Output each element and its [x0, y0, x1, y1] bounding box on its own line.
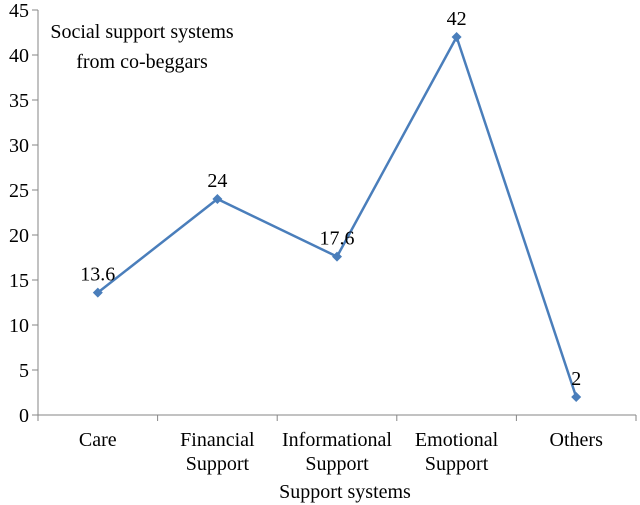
data-label: 13.6	[80, 264, 115, 286]
x-category-label: Care	[79, 429, 117, 451]
y-tick-label: 40	[9, 45, 29, 67]
data-label: 2	[571, 368, 581, 390]
y-tick-label: 25	[9, 180, 29, 202]
y-tick-label: 15	[9, 270, 29, 292]
data-point-marker	[571, 392, 582, 402]
y-tick-label: 45	[9, 0, 29, 22]
series-line: 13.6 24 17.6 42 2	[80, 8, 582, 402]
y-tick-label: 10	[9, 315, 29, 337]
x-axis: Care Financial Support Informational Support…	[37, 414, 637, 475]
y-tick-label: 30	[9, 135, 29, 157]
y-tick-label: 5	[19, 360, 29, 382]
data-label: 42	[447, 8, 467, 30]
x-category-label: Informational Support	[282, 429, 392, 475]
data-point-marker	[451, 32, 462, 42]
y-tick-label: 0	[19, 405, 29, 427]
series-polyline	[97, 33, 578, 398]
data-point-marker	[92, 287, 103, 298]
chart-title: Social support systems from co-beggars	[50, 21, 234, 73]
x-category-label: Financial Support	[180, 429, 255, 475]
data-label: 24	[207, 170, 227, 192]
y-axis: 0 5 10 15 20 25 30 35 40 45	[9, 0, 39, 427]
x-axis-title: Support systems	[279, 481, 411, 503]
x-category-label: Others	[550, 429, 604, 451]
y-tick-label: 20	[9, 225, 29, 247]
data-point-marker	[332, 251, 342, 262]
y-tick-label: 35	[9, 90, 29, 112]
x-category-label: Emotional Support	[415, 429, 499, 475]
data-point-marker	[212, 194, 223, 204]
chart-title-text: Social support systems from co-beggars	[50, 21, 234, 73]
data-label: 17.6	[320, 228, 355, 250]
